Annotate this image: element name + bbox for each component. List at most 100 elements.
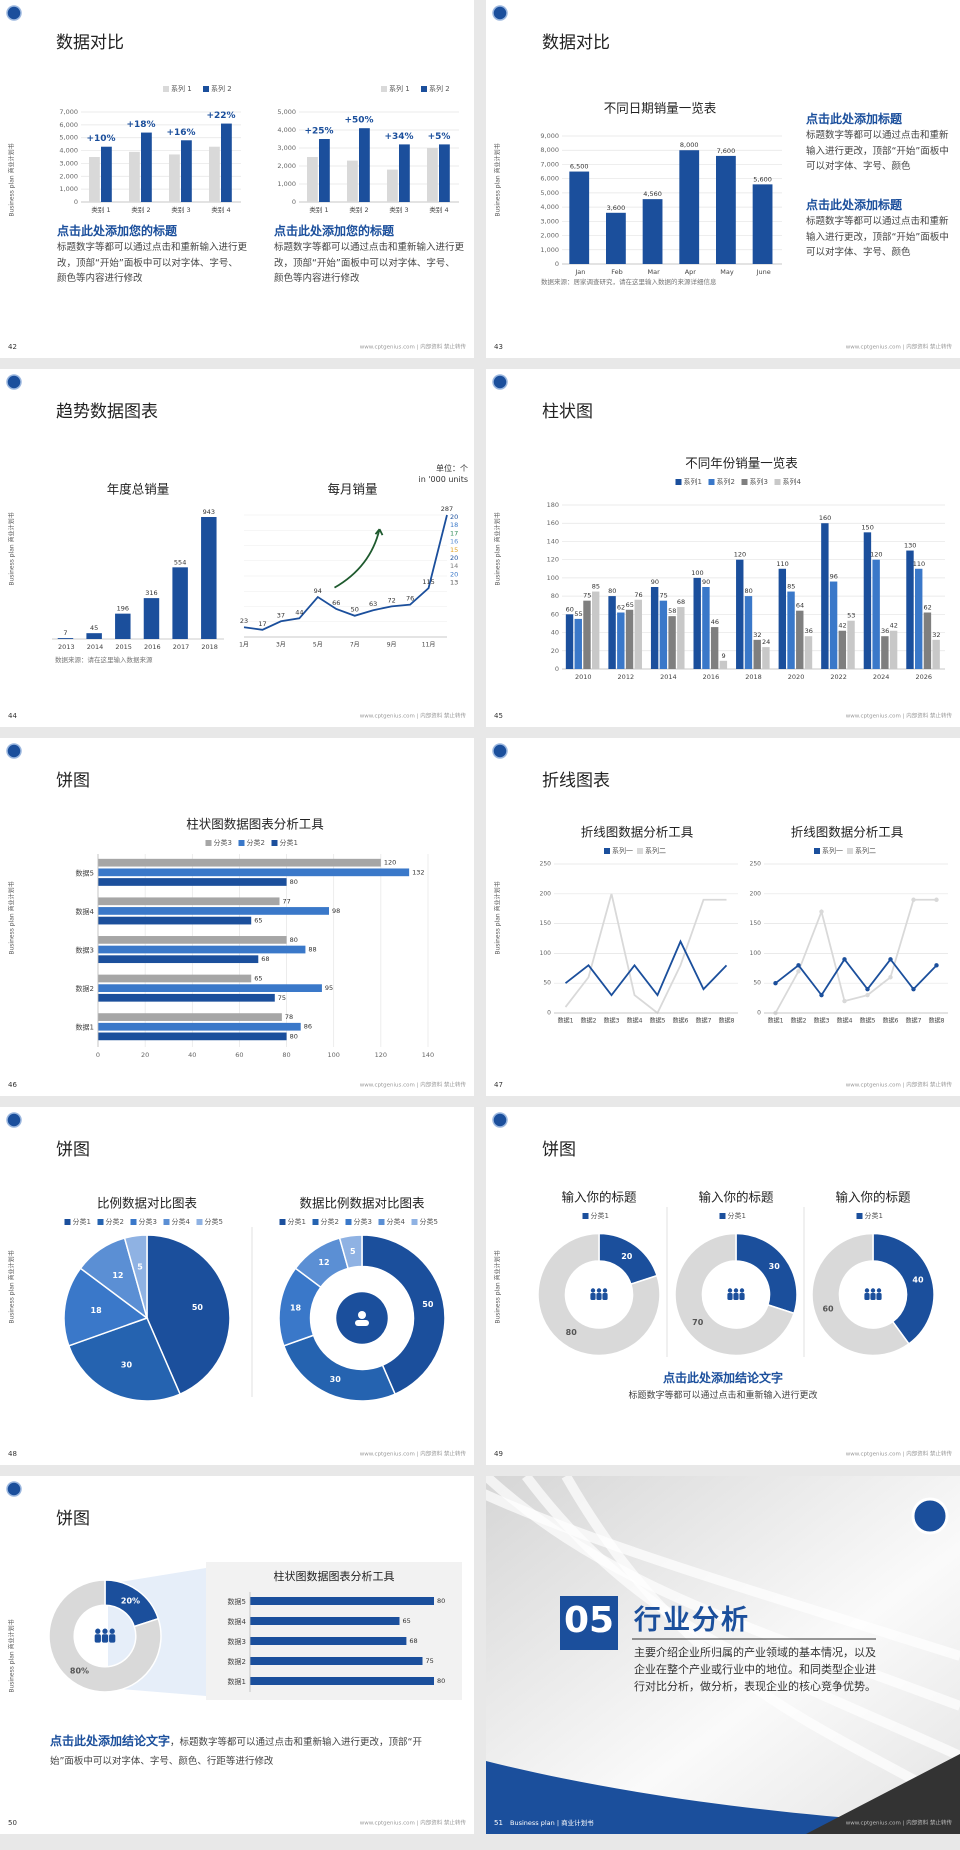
- x-tick-label: 20: [141, 1051, 149, 1059]
- bar: [923, 612, 932, 669]
- logo: [6, 374, 22, 390]
- data-label: 6,500: [570, 163, 589, 171]
- data-label: 110: [913, 560, 925, 568]
- bar: [752, 184, 773, 264]
- y-tick-label: 80: [551, 592, 559, 600]
- y-tick-label: 0: [555, 260, 559, 268]
- bar: [307, 157, 318, 202]
- y-tick-label: 50: [543, 980, 551, 987]
- data-label: 60: [822, 1305, 834, 1314]
- y-tick-label: 140: [547, 537, 559, 545]
- legend-swatch: [421, 86, 427, 92]
- icon: [602, 1293, 608, 1300]
- icon: [358, 1311, 366, 1319]
- x-tick-label: 数据1: [558, 1017, 574, 1025]
- data-label: 160: [819, 514, 831, 522]
- end-label: 20: [450, 513, 458, 521]
- slide: Business plan 商业计划书 44 www.cptgenius.com |…: [0, 369, 474, 727]
- legend-swatch: [163, 86, 169, 92]
- slide-canvas: Business plan 商业计划书 47 www.cptgenius.com |…: [492, 743, 952, 1089]
- y-tick-label: 150: [540, 920, 552, 927]
- x-tick-label: 2013: [58, 643, 75, 651]
- y-tick-label: 2,000: [540, 232, 559, 240]
- line: [564, 893, 727, 1015]
- bar: [250, 1617, 400, 1625]
- page-number: 46: [8, 1081, 17, 1089]
- y-tick-label: 数据4: [76, 907, 95, 916]
- x-tick-label: 数据7: [906, 1017, 922, 1025]
- x-tick-label: 2017: [173, 643, 190, 651]
- x-tick-label: 2010: [575, 673, 592, 681]
- line: [774, 898, 937, 1014]
- y-tick-label: 数据1: [228, 1677, 246, 1686]
- icon: [355, 1320, 369, 1326]
- chart-title: 不同日期销量一览表: [604, 101, 717, 116]
- legend-label: 分类1: [591, 1211, 609, 1220]
- chart: 系列 1 系列 2 0 1,000 2,000 3,000 4,000 5,000 类别 1 +2…: [277, 84, 459, 214]
- x-tick-label: 0: [96, 1051, 100, 1059]
- data-label: 120: [384, 859, 396, 867]
- bar: [115, 613, 131, 639]
- icon: [864, 1288, 870, 1293]
- slide-canvas: Business plan 商业计划书 49 www.cptgenius.com |…: [492, 1112, 952, 1458]
- text: 标题数字等都可以通过点击和重新输入进行更改，顶部“开始”面板中可以对字体、字号、…: [57, 242, 248, 285]
- legend-label: 分类3: [139, 1217, 157, 1226]
- x-tick-label: 40: [188, 1051, 196, 1059]
- icon: [109, 1628, 115, 1634]
- bar: [906, 550, 914, 669]
- data-label: 65: [626, 601, 634, 609]
- legend-swatch: [675, 479, 682, 485]
- x-tick-label: Mar: [648, 268, 661, 276]
- data-label: 80: [290, 878, 298, 886]
- data-label: 5,600: [753, 175, 772, 183]
- bar: [250, 1677, 434, 1685]
- bar: [98, 984, 322, 992]
- bar: [86, 633, 102, 639]
- data-label: 23: [240, 617, 248, 625]
- page-number: 50: [8, 1819, 17, 1827]
- data-label: 72: [387, 596, 395, 604]
- data-label: 75: [583, 592, 591, 600]
- bar: [606, 212, 626, 264]
- data-label: 287: [441, 505, 453, 513]
- x-tick-label: 2026: [915, 673, 932, 681]
- x-tick-label: June: [756, 268, 771, 276]
- legend-swatch: [708, 479, 715, 485]
- text: in '000 units: [418, 475, 468, 484]
- data-label: 130: [904, 542, 916, 550]
- bar: [98, 955, 259, 964]
- bar: [804, 636, 813, 669]
- legend-swatch: [345, 1219, 352, 1225]
- y-tick-label: 数据3: [228, 1637, 246, 1646]
- y-tick-label: 数据5: [228, 1597, 246, 1606]
- legend-label: 系列1: [684, 477, 702, 486]
- slide-title: 饼图: [56, 771, 90, 791]
- side-text: Business plan 商业计划书: [8, 143, 16, 216]
- data-label: 30: [769, 1262, 781, 1271]
- y-tick-label: 150: [750, 920, 762, 927]
- side-text: Business plan 商业计划书: [494, 881, 502, 954]
- end-label: 20: [450, 570, 458, 578]
- data-label: 46: [711, 618, 719, 626]
- slide-title: 数据对比: [542, 33, 610, 53]
- chart: 年度总销量 2013 7 2014 45 2015 196 2016 316 2017 554 201…: [52, 482, 224, 651]
- x-tick-label: 数据5: [860, 1017, 876, 1025]
- data-label: 85: [592, 583, 600, 591]
- point: [773, 981, 778, 986]
- y-tick-label: 250: [540, 861, 552, 868]
- x-tick-label: 2016: [703, 673, 720, 681]
- section-number: 05: [563, 1600, 615, 1641]
- point: [796, 969, 801, 974]
- y-tick-label: 100: [547, 574, 559, 582]
- data-label: 80%: [70, 1667, 89, 1676]
- data-label: 42: [890, 622, 898, 630]
- corner: [806, 1754, 960, 1834]
- chart-title: 数据比例数据对比图表: [299, 1196, 425, 1211]
- x-tick-label: May: [720, 268, 734, 276]
- logo: [492, 374, 508, 390]
- x-tick-label: 2016: [144, 643, 161, 651]
- bar: [98, 897, 280, 906]
- slice: [338, 1234, 363, 1270]
